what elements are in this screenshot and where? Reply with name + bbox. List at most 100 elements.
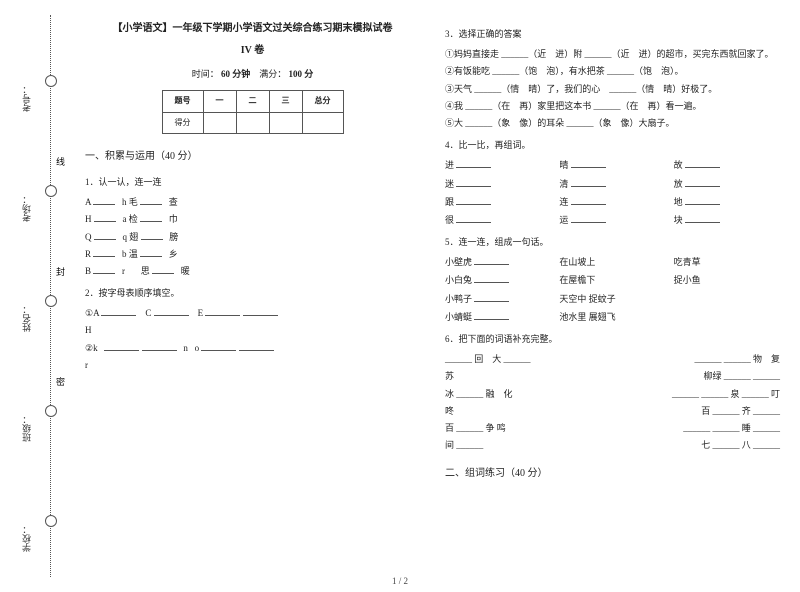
q5-mid: 天空中 捉蚊子 [559, 291, 665, 307]
q5-right [674, 291, 780, 307]
q3-body: ①妈妈直接走 ______（近 进）附 ______（近 进）的超市，买完东西就… [445, 46, 780, 131]
fill-blank[interactable] [93, 247, 115, 257]
fill-blank[interactable] [685, 158, 720, 168]
question-title: 5．连一连，组成一句话。 [445, 234, 780, 250]
q6-body: ______ 回 大 ____________ ______ 物 复苏柳绿 __… [445, 351, 780, 453]
score-label: 满分： [259, 69, 286, 79]
q5-left: 小蜻蜓 [445, 309, 551, 325]
q2-line2: ②k n o [85, 340, 420, 356]
q4-cell: 迷 [445, 176, 551, 192]
q2-line1: ①A C E [85, 305, 420, 321]
q6-seg: ______ ______ 物 复 [694, 351, 780, 367]
fill-blank[interactable] [243, 306, 278, 316]
score-table: 题号 一 二 三 总分 得分 [162, 90, 344, 134]
binding-strip: 学校： 班级： 姓名： 考场： 考号： 密 封 线 [40, 15, 75, 577]
page-content: 【小学语文】一年级下学期小学语文过关综合练习期末模拟试卷 IV 卷 时间： 60… [85, 20, 780, 572]
fill-blank[interactable] [205, 306, 240, 316]
fill-blank[interactable] [474, 255, 509, 265]
fill-blank[interactable] [104, 341, 139, 351]
score-header: 三 [269, 91, 302, 112]
q6-seg: 苏 [445, 368, 454, 384]
time-label: 时间： [192, 69, 219, 79]
q6-seg: 咚 [445, 403, 454, 419]
fill-blank[interactable] [474, 310, 509, 320]
q2-seg: n [183, 343, 188, 353]
fill-blank[interactable] [94, 230, 116, 240]
fill-blank[interactable] [685, 177, 720, 187]
fill-blank[interactable] [140, 212, 162, 222]
fill-blank[interactable] [685, 213, 720, 223]
fill-blank[interactable] [94, 212, 116, 222]
q5-left: 小白兔 [445, 272, 551, 288]
q3-item: ②有饭能吃 ______（饱 泡），有水把茶 ______（饱 泡）。 [445, 63, 780, 79]
fill-blank[interactable] [456, 158, 491, 168]
score-header: 总分 [302, 91, 343, 112]
score-row-label: 得分 [162, 112, 203, 133]
q2-seg: E [198, 308, 204, 318]
q4-body: 进 晴 故 迷 清 放 跟 连 地 很 运 块 [445, 157, 780, 228]
fill-blank[interactable] [474, 292, 509, 302]
fill-blank[interactable] [571, 177, 606, 187]
column-right: 3．选择正确的答案 ①妈妈直接走 ______（近 进）附 ______（近 进… [445, 20, 780, 572]
fill-blank[interactable] [142, 341, 177, 351]
q4-cell: 晴 [559, 157, 665, 173]
fill-blank[interactable] [571, 158, 606, 168]
fill-blank[interactable] [141, 230, 163, 240]
fill-blank[interactable] [474, 273, 509, 283]
fill-blank[interactable] [152, 264, 174, 274]
fill-blank[interactable] [93, 195, 115, 205]
q4-cell: 故 [674, 157, 780, 173]
binding-char-feng: 封 [56, 265, 65, 278]
time-value: 60 分钟 [221, 69, 250, 79]
section-heading: 一、积累与运用（40 分） [85, 148, 420, 166]
score-header: 一 [203, 91, 236, 112]
table-row: 得分 [162, 112, 343, 133]
question-title: 3．选择正确的答案 [445, 26, 780, 42]
q6-row: 百 ______ 争 鸣______ ______ 睡 ______ [445, 420, 780, 436]
q3-item: ④我 ______（在 再）家里把这本书 ______（在 再）看一遍。 [445, 98, 780, 114]
q2-seg: r [85, 360, 88, 370]
score-cell [203, 112, 236, 133]
fill-blank[interactable] [201, 341, 236, 351]
q4-cell: 运 [559, 212, 665, 228]
q4-cell: 很 [445, 212, 551, 228]
q6-row: ______ 回 大 ______ ______ ______ 物 复 [445, 351, 780, 367]
q3-item: ①妈妈直接走 ______（近 进）附 ______（近 进）的超市，买完东西就… [445, 46, 780, 62]
q4-cell: 放 [674, 176, 780, 192]
exam-title: 【小学语文】一年级下学期小学语文过关综合练习期末模拟试卷 [85, 20, 420, 38]
q5-left: 小鸭子 [445, 291, 551, 307]
q5-left: 小壁虎 [445, 254, 551, 270]
q6-row: 间 ______七 ______ 八 ______ [445, 437, 780, 453]
fill-blank[interactable] [239, 341, 274, 351]
q4-cell: 跟 [445, 194, 551, 210]
fill-blank[interactable] [154, 306, 189, 316]
binding-label-name: 姓名： [20, 305, 70, 332]
fill-blank[interactable] [456, 177, 491, 187]
fill-blank[interactable] [456, 195, 491, 205]
q3-item: ⑤大 ______（象 像）的耳朵 ______（象 像）大扇子。 [445, 115, 780, 131]
fill-blank[interactable] [456, 213, 491, 223]
binding-char-mi: 密 [56, 375, 65, 388]
section-heading: 二、组词练习（40 分） [445, 465, 780, 483]
question-title: 2．按字母表顺序填空。 [85, 285, 420, 301]
score-value: 100 分 [289, 69, 314, 79]
q6-seg: 百 ______ 齐 ______ [701, 403, 780, 419]
q6-seg: 百 ______ 争 鸣 [445, 420, 506, 436]
score-cell [236, 112, 269, 133]
fill-blank[interactable] [140, 247, 162, 257]
q5-right [674, 309, 780, 325]
fill-blank[interactable] [140, 195, 162, 205]
fill-blank[interactable] [685, 195, 720, 205]
fill-blank[interactable] [571, 213, 606, 223]
binding-label-class: 班级： [20, 415, 70, 442]
binding-char-xian: 线 [56, 155, 65, 168]
q6-seg: ______ 回 大 ______ [445, 351, 531, 367]
fill-blank[interactable] [101, 306, 136, 316]
q6-row: 冰 ______ 融 化______ ______ 泉 ______ 叮 [445, 386, 780, 402]
fill-blank[interactable] [571, 195, 606, 205]
q1-row: H a 检 巾 [85, 211, 420, 227]
fill-blank[interactable] [93, 264, 115, 274]
question-title: 1．认一认，连一连 [85, 174, 420, 190]
q1-row: A h 毛 查 [85, 194, 420, 210]
page-number: 1 / 2 [392, 576, 408, 586]
